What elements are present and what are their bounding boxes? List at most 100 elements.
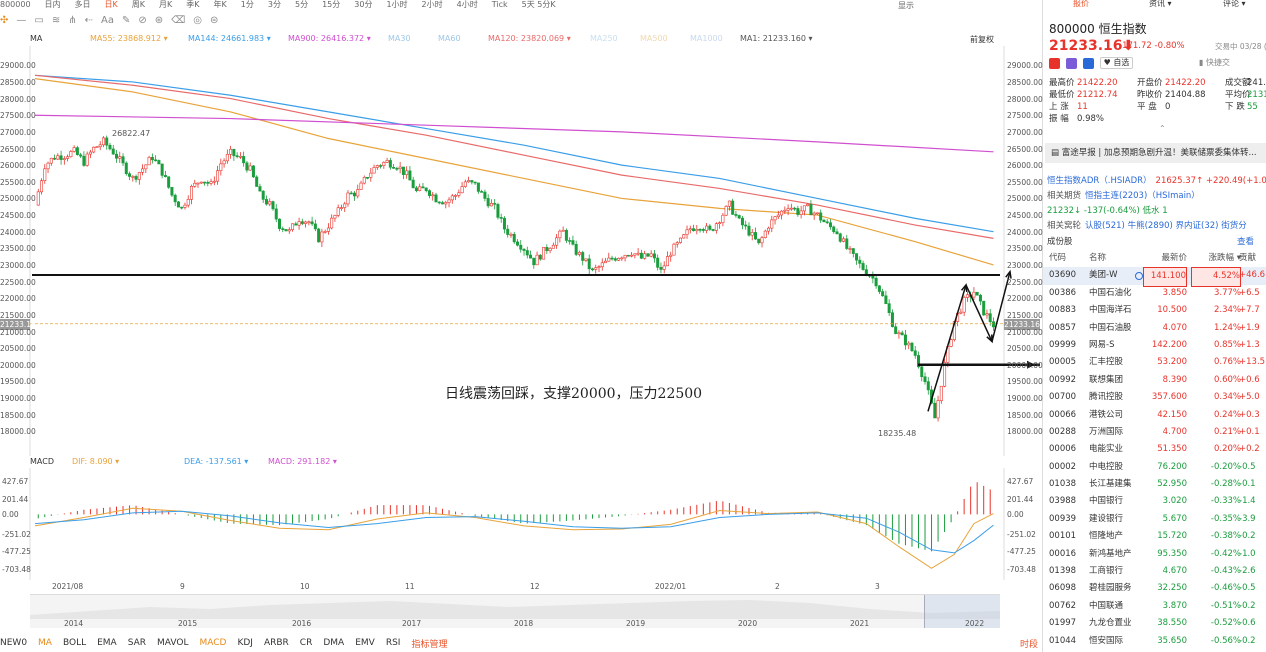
adjust-toggle[interactable]: 前复权 — [970, 35, 994, 44]
layers-icon[interactable]: ⊜ — [210, 15, 219, 26]
fib-icon[interactable]: ≋ — [51, 15, 61, 26]
table-row[interactable]: 00002 中电控股 76.200 -0.20% -0.5 — [1043, 459, 1266, 476]
macd-chart[interactable] — [0, 468, 1040, 580]
navigator-window[interactable] — [924, 595, 1000, 628]
timeframe-3[interactable]: 日K — [104, 0, 118, 9]
timeframe-8[interactable]: 1分 — [240, 0, 254, 9]
indicator-tab-4[interactable]: SAR — [127, 638, 147, 648]
ma-legend-item-2[interactable]: MA144: 24661.983 ▾ — [188, 34, 271, 43]
timeframe-15[interactable]: 4小时 — [456, 0, 478, 9]
lock-icon[interactable]: ⊘ — [138, 15, 147, 26]
magnet-icon[interactable]: ⊛ — [154, 15, 164, 26]
timeframe-16[interactable]: Tick — [491, 0, 508, 9]
pitchfork-icon[interactable]: ⋔ — [68, 15, 77, 26]
indicator-tab-2[interactable]: BOLL — [62, 638, 87, 648]
indicator-tab-1[interactable]: MA — [38, 638, 52, 648]
ma-legend-item-0[interactable]: MA — [30, 34, 43, 43]
indicator-tab-5[interactable]: MAVOL — [157, 638, 189, 648]
indicator-tab-3[interactable]: EMA — [97, 638, 117, 648]
timeframe-2[interactable]: 多日 — [74, 0, 91, 9]
delete-icon[interactable]: ⌫ — [171, 15, 186, 26]
display-menu[interactable]: 显示 — [898, 1, 914, 10]
timeframe-0[interactable]: 800000 — [0, 0, 31, 9]
ma-legend-item-8[interactable]: MA500 — [640, 34, 668, 43]
watchlist-button[interactable]: ♥ 自选 — [1099, 57, 1134, 69]
chart-annotation[interactable]: 日线震荡回踩，支撑20000，压力22500 — [445, 386, 703, 402]
ma-legend-item-6[interactable]: MA120: 23820.069 ▾ — [488, 34, 571, 43]
table-row[interactable]: 01038 长江基建集 52.950 -0.28% -0.1 — [1043, 476, 1266, 493]
macd-legend-item-1[interactable]: DIF: 8.090 ▾ — [72, 457, 120, 466]
indicator-tab-0[interactable]: NEW0 — [0, 638, 28, 648]
timeframe-5[interactable]: 月K — [159, 0, 173, 9]
drawn-arrow-0[interactable] — [927, 284, 967, 412]
indicator-tab-12[interactable]: RSI — [385, 638, 401, 648]
macd-legend-item-2[interactable]: DEA: -137.561 ▾ — [184, 457, 249, 466]
related-item-1[interactable]: 相关期货 恒指主连(2203)（HSImain） — [1047, 189, 1266, 204]
tab-comments[interactable]: 评论 ▾ — [1223, 0, 1246, 8]
table-row[interactable]: 00386 中国石油化 3.850 3.77% +6.5 — [1043, 285, 1266, 302]
table-row[interactable]: 00700 腾讯控股 357.600 0.34% +5.0 — [1043, 389, 1266, 406]
macd-legend-item-3[interactable]: MACD: 291.182 ▾ — [268, 457, 337, 466]
header-4[interactable]: 贡献 — [1239, 253, 1257, 263]
brush-icon[interactable]: ✎ — [121, 15, 131, 26]
timeframe-14[interactable]: 2小时 — [421, 0, 443, 9]
timeframe-6[interactable]: 季K — [186, 0, 200, 9]
table-row[interactable]: 00883 中国海洋石 10.500 2.34% +7.7 — [1043, 302, 1266, 319]
timeframe-4[interactable]: 周K — [131, 0, 146, 9]
timeframe-7[interactable]: 年K — [213, 0, 227, 9]
header-0[interactable]: 代码 — [1049, 253, 1067, 263]
table-row[interactable]: 00939 建设银行 5.670 -0.35% -3.9 — [1043, 511, 1266, 528]
timeframe-9[interactable]: 3分 — [267, 0, 281, 9]
indicator-tab-11[interactable]: EMV — [355, 638, 375, 648]
drawn-arrow-1[interactable] — [965, 284, 993, 342]
ma-legend-item-5[interactable]: MA60 — [438, 34, 461, 43]
timeframe-13[interactable]: 1小时 — [386, 0, 408, 9]
table-row[interactable]: 00857 中国石油股 4.070 1.24% +1.9 — [1043, 320, 1266, 337]
header-2[interactable]: 最新价 — [1161, 253, 1187, 263]
line-icon[interactable]: — — [16, 15, 27, 26]
table-row[interactable]: 03988 中国银行 3.020 -0.33% -1.4 — [1043, 493, 1266, 510]
timeframe-1[interactable]: 日内 — [44, 0, 61, 9]
indicator-tab-8[interactable]: ARBR — [263, 638, 289, 648]
lightning-icon[interactable] — [1065, 57, 1077, 69]
tab-quote[interactable]: 报价 — [1073, 0, 1089, 8]
table-row[interactable]: 00006 电能实业 51.350 0.20% +0.2 — [1043, 441, 1266, 458]
related-item-0[interactable]: 恒生指数ADR（.HSIADR） 21625.37↑ +220.49(+1.03 — [1047, 174, 1266, 189]
table-row[interactable]: 00101 恒隆地产 15.720 -0.38% -0.2 — [1043, 528, 1266, 545]
chart-icon[interactable] — [1082, 57, 1094, 69]
table-row[interactable]: 00016 新鸿基地产 95.350 -0.42% -1.0 — [1043, 546, 1266, 563]
table-row[interactable]: 06098 碧桂园服务 32.250 -0.46% -0.5 — [1043, 580, 1266, 597]
watch-eye-icon[interactable] — [1135, 272, 1143, 281]
timeframe-11[interactable]: 15分 — [322, 0, 341, 9]
range-navigator[interactable] — [30, 594, 1000, 628]
table-row[interactable]: 01044 恒安国际 35.650 -0.56% -0.2 — [1043, 633, 1266, 650]
collapse-icon[interactable]: ⌃ — [1159, 124, 1166, 133]
table-row[interactable]: 00005 汇丰控股 53.200 0.76% +13.5 — [1043, 354, 1266, 371]
ma-legend-item-7[interactable]: MA250 — [590, 34, 618, 43]
ma-legend-item-10[interactable]: MA1: 21233.160 ▾ — [740, 34, 813, 43]
macd-legend-item-0[interactable]: MACD — [30, 457, 54, 466]
timeframe-12[interactable]: 30分 — [354, 0, 373, 9]
ma-legend-item-4[interactable]: MA30 — [388, 34, 411, 43]
ma-legend-item-3[interactable]: MA900: 26416.372 ▾ — [288, 34, 371, 43]
table-row[interactable]: 00992 联想集团 8.390 0.60% +0.6 — [1043, 372, 1266, 389]
table-row[interactable]: 01997 九龙仓置业 38.550 -0.52% -0.6 — [1043, 615, 1266, 632]
table-row[interactable]: 09999 网易-S 142.200 0.85% +1.3 — [1043, 337, 1266, 354]
news-banner[interactable]: ▤ 富途早报 | 加息预期急剧升温！美联储票委集体转... — [1045, 143, 1266, 163]
related-item-3[interactable]: 相关窝轮 认股(521) 牛熊(2890) 界内证(32) 街货分 — [1047, 219, 1266, 234]
timeframe-17[interactable]: 5天 5分K — [521, 0, 556, 9]
table-row[interactable]: 00288 万洲国际 4.700 0.21% +0.1 — [1043, 424, 1266, 441]
arrow-icon[interactable]: ⇠ — [84, 15, 94, 26]
header-1[interactable]: 名称 — [1089, 253, 1107, 263]
table-row[interactable]: 00762 中国联通 3.870 -0.51% -0.2 — [1043, 598, 1266, 615]
indicator-tab-9[interactable]: CR — [299, 638, 313, 648]
rect-icon[interactable]: ▭ — [34, 15, 44, 26]
indicator-tab-13[interactable]: 指标管理 — [411, 639, 448, 650]
table-row[interactable]: 03690 美团-W 141.100 4.52% +46.6 — [1043, 267, 1266, 287]
indicator-tab-7[interactable]: KDJ — [237, 638, 253, 648]
quick-trade-button[interactable]: ▮ 快捷交 — [1199, 58, 1230, 67]
table-row[interactable]: 00066 港铁公司 42.150 0.24% +0.3 — [1043, 407, 1266, 424]
ma-legend-item-9[interactable]: MA1000 — [690, 34, 723, 43]
indicator-tab-6[interactable]: MACD — [199, 638, 227, 648]
drawn-arrow-2[interactable] — [991, 271, 1011, 342]
